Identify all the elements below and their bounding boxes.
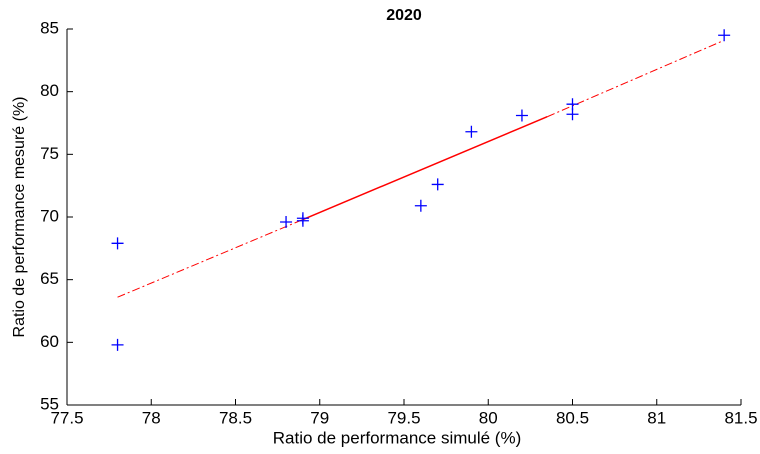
x-tick-label: 78.5 <box>219 408 252 427</box>
point <box>431 178 444 191</box>
fit-line <box>547 39 725 118</box>
point <box>465 125 478 138</box>
x-tick-label: 78 <box>142 408 161 427</box>
y-tick-label: 60 <box>40 332 59 351</box>
x-tick-label: 80 <box>479 408 498 427</box>
x-tick-label: 79 <box>310 408 329 427</box>
x-tick-label: 81.5 <box>724 408 757 427</box>
point <box>111 338 124 351</box>
y-axis-label: Ratio de performance mesuré (%) <box>11 97 28 338</box>
x-axis-label: Ratio de performance simulé (%) <box>273 428 521 447</box>
point <box>280 216 293 229</box>
point <box>515 109 528 122</box>
chart-title: 2020 <box>386 7 422 24</box>
x-tick-label: 81 <box>647 408 666 427</box>
y-tick-label: 85 <box>40 18 59 37</box>
point <box>718 29 731 42</box>
y-tick-label: 70 <box>40 206 59 225</box>
point <box>296 214 309 227</box>
x-tick-label: 80.5 <box>556 408 589 427</box>
y-tick-label: 55 <box>40 394 59 413</box>
y-tick-label: 75 <box>40 144 59 163</box>
y-tick-label: 65 <box>40 269 59 288</box>
x-tick-label: 79.5 <box>387 408 420 427</box>
fit-line <box>302 116 548 221</box>
point <box>566 108 579 121</box>
point <box>111 237 124 250</box>
fit-line <box>117 219 304 298</box>
point <box>414 199 427 212</box>
x-tick-label: 77.5 <box>50 408 83 427</box>
y-tick-label: 80 <box>40 81 59 100</box>
point <box>566 98 579 111</box>
